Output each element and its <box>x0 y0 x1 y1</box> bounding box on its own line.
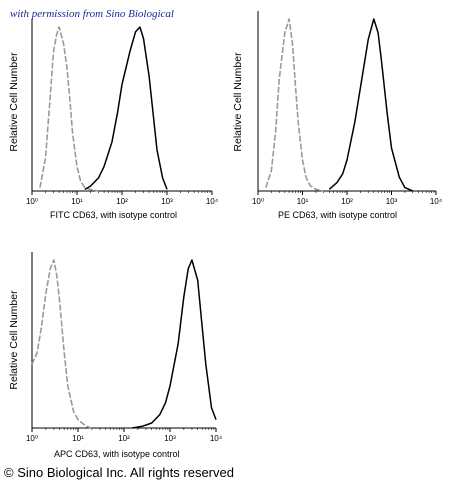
x-tick-label: 10¹ <box>297 197 309 206</box>
x-axis-label: APC CD63, with isotype control <box>54 449 180 459</box>
x-axis-label: PE CD63, with isotype control <box>278 210 398 220</box>
x-tick-label: 10⁴ <box>430 197 443 206</box>
x-tick-label: 10⁰ <box>26 434 38 443</box>
x-tick-label: 10² <box>116 197 128 206</box>
cd63-histogram <box>131 259 217 429</box>
histogram-plot-fitc: 10⁰ 10¹ 10² 10³ 10⁴ <box>26 19 219 206</box>
x-tick-label: 10² <box>118 434 130 443</box>
y-axis-label: Relative Cell Number <box>8 290 20 390</box>
x-tick-label: 10² <box>341 197 353 206</box>
x-tick-label: 10⁴ <box>210 434 223 443</box>
x-tick-label: 10³ <box>161 197 173 206</box>
histogram-plot-apc: 10⁰ 10¹ 10² 10³ 10⁴ <box>26 252 223 443</box>
axis-frame <box>257 11 436 192</box>
axis-frame <box>31 19 212 192</box>
cd63-histogram <box>84 26 168 191</box>
x-tick-label: 10¹ <box>72 434 84 443</box>
copyright-notice: © Sino Biological Inc. All rights reserv… <box>4 465 234 480</box>
x-tick-label: 10³ <box>164 434 176 443</box>
x-tick-label: 10¹ <box>71 197 83 206</box>
y-axis-label: Relative Cell Number <box>8 52 20 152</box>
axis-frame <box>31 252 216 429</box>
x-tick-label: 10⁰ <box>26 197 38 206</box>
cd63-histogram <box>328 18 413 192</box>
permission-watermark: with permission from Sino Biological <box>10 8 174 20</box>
x-tick-label: 10⁴ <box>206 197 219 206</box>
y-axis-label: Relative Cell Number <box>232 52 244 152</box>
x-axis-label: FITC CD63, with isotype control <box>50 210 178 220</box>
histogram-plot-pe: 10⁰ 10¹ 10² 10³ 10⁴ <box>252 11 443 206</box>
x-tick-label: 10³ <box>386 197 398 206</box>
isotype-control-histogram <box>39 26 99 192</box>
x-tick-label: 10⁰ <box>252 197 264 206</box>
isotype-control-histogram <box>265 18 324 192</box>
isotype-control-histogram <box>31 259 93 429</box>
